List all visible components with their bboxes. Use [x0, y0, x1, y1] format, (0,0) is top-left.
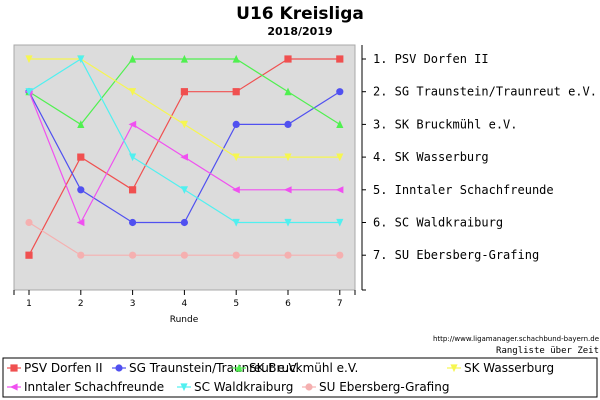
data-point — [77, 55, 85, 64]
data-point — [129, 153, 137, 162]
data-point — [180, 251, 188, 259]
data-point — [336, 88, 344, 96]
data-point — [25, 55, 33, 64]
legend-label: SG Traunstein/Traunreut e.V. — [129, 361, 299, 375]
series-group — [25, 55, 344, 227]
data-point — [284, 120, 292, 128]
data-point — [77, 251, 85, 259]
data-point — [129, 54, 137, 63]
legend-swatch-marker — [235, 363, 243, 372]
data-point — [180, 120, 188, 129]
x-tick-label: 5 — [233, 299, 239, 309]
data-point — [180, 88, 188, 96]
data-point — [180, 218, 188, 227]
chart-subtitle: 2018/2019 — [267, 25, 332, 38]
x-axis: 1 2 3 4 5 6 7 — [26, 290, 343, 309]
rank-label: 3. SK Bruckmühl e.V. — [373, 117, 518, 131]
data-point — [232, 120, 240, 128]
series-group — [25, 55, 344, 259]
data-point — [25, 251, 33, 259]
data-point — [128, 120, 137, 128]
data-point — [232, 153, 240, 162]
legend-label: SK Bruckmühl e.V. — [249, 361, 358, 375]
data-point — [129, 251, 137, 259]
legend-swatch-marker — [115, 364, 123, 372]
x-tick-label: 1 — [26, 299, 32, 309]
legend-item: SK Wasserburg — [447, 361, 554, 375]
x-tick-label: 6 — [285, 299, 291, 309]
data-point — [77, 153, 85, 161]
legend-label: SC Waldkraiburg — [194, 380, 293, 394]
legend-label: SU Ebersberg-Grafing — [319, 380, 449, 394]
legend-label: SK Wasserburg — [464, 361, 554, 375]
legend-item: SU Ebersberg-Grafing — [302, 380, 449, 394]
data-point — [284, 153, 292, 162]
x-tick-label: 3 — [130, 299, 136, 309]
rank-axis: 1. PSV Dorfen II 2. SG Traunstein/Traunre… — [362, 52, 597, 291]
series-layer — [24, 54, 344, 259]
data-point — [232, 186, 240, 194]
data-point — [284, 87, 292, 96]
legend-swatch-marker — [450, 364, 458, 373]
rank-label: 4. SK Wasserburg — [373, 150, 489, 164]
x-tick-label: 7 — [337, 299, 343, 309]
legend: PSV Dorfen II SG Traunstein/Traunreut e.V… — [7, 361, 554, 394]
legend-box — [2, 357, 598, 398]
legend-swatch-marker — [305, 383, 313, 391]
x-axis-label: Runde — [170, 315, 199, 325]
source-url: http://www.ligamanager.schachbund-bayern… — [433, 335, 599, 343]
rank-label: 6. SC Waldkraiburg — [373, 216, 503, 230]
chart-caption: Rangliste über Zeit — [496, 346, 599, 356]
data-point — [336, 55, 344, 63]
data-point — [180, 186, 188, 194]
data-point — [180, 153, 188, 161]
data-point — [129, 88, 137, 96]
legend-item: SC Waldkraiburg — [177, 380, 293, 394]
chart-title: U16 Kreisliga — [236, 4, 364, 24]
legend-swatch-marker — [180, 383, 188, 392]
x-tick-label: 2 — [78, 299, 84, 309]
data-point — [129, 218, 137, 227]
data-point — [336, 153, 344, 162]
data-point — [129, 186, 137, 194]
data-point — [77, 186, 85, 194]
data-point — [180, 54, 188, 63]
legend-label: PSV Dorfen II — [24, 361, 103, 375]
legend-swatch-marker — [10, 364, 18, 372]
legend-item: SG Traunstein/Traunreut e.V. — [112, 361, 299, 375]
legend-label: Inntaler Schachfreunde — [24, 380, 164, 394]
data-point — [77, 120, 85, 128]
data-point — [284, 218, 292, 227]
data-point — [336, 120, 344, 128]
legend-item: PSV Dorfen II — [7, 361, 103, 375]
data-point — [284, 55, 292, 63]
legend-swatch-marker — [9, 383, 18, 391]
rank-label: 1. PSV Dorfen II — [373, 52, 489, 66]
legend-item: Inntaler Schachfreunde — [7, 380, 164, 394]
data-point — [284, 251, 292, 259]
data-point — [336, 218, 344, 227]
data-point — [232, 218, 240, 227]
series-group — [25, 218, 344, 259]
data-point — [76, 218, 85, 227]
rank-label: 5. Inntaler Schachfreunde — [373, 183, 554, 197]
data-point — [232, 54, 240, 63]
rank-label: 7. SU Ebersberg-Grafing — [373, 248, 539, 262]
data-point — [25, 88, 33, 96]
data-point — [25, 218, 33, 227]
data-point — [283, 186, 292, 194]
legend-item: SK Bruckmühl e.V. — [232, 361, 358, 375]
data-point — [232, 251, 240, 259]
data-point — [336, 251, 344, 259]
data-point — [335, 186, 344, 194]
x-tick-label: 4 — [182, 299, 188, 309]
rank-label: 2. SG Traunstein/Traunreut e.V. — [373, 85, 597, 99]
data-point — [232, 88, 240, 96]
